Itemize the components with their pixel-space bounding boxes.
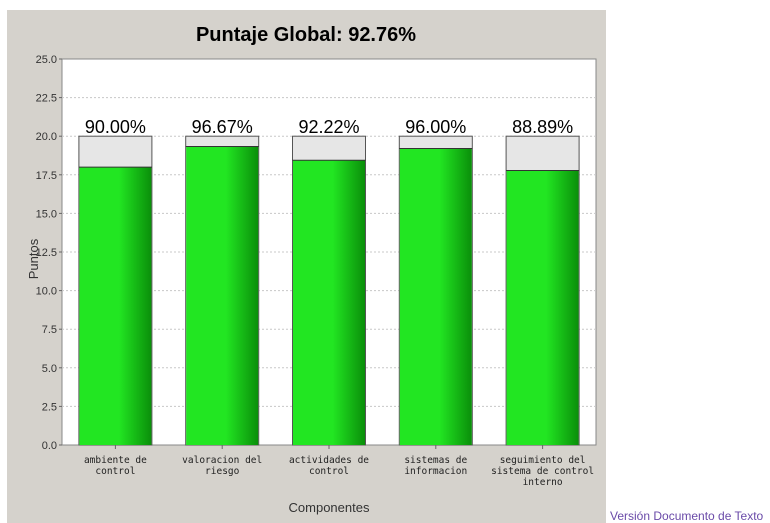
- y-tick-label: 15.0: [36, 208, 57, 220]
- x-tick-label: control: [95, 466, 135, 477]
- y-tick-label: 0.0: [42, 440, 57, 452]
- bar: [506, 170, 579, 445]
- bar: [399, 148, 472, 445]
- x-tick-label: sistema de control: [491, 466, 594, 477]
- x-tick-label: valoracion del: [182, 455, 262, 466]
- x-tick-label: informacion: [404, 466, 467, 477]
- bar: [186, 146, 259, 445]
- x-tick-label: control: [309, 466, 349, 477]
- y-tick-label: 7.5: [42, 324, 57, 336]
- y-tick-label: 22.5: [36, 93, 57, 105]
- y-tick-label: 20.0: [36, 131, 57, 143]
- y-axis-label: Puntos: [26, 238, 41, 279]
- x-tick-label: sistemas de: [404, 455, 467, 466]
- y-tick-label: 5.0: [42, 363, 57, 375]
- x-tick-label: riesgo: [205, 466, 240, 477]
- bars: 90.00% 96.67% 92.22% 96.00% 88.89%: [78, 117, 580, 446]
- x-tick-label: interno: [523, 477, 563, 488]
- percent-label: 92.22%: [298, 117, 359, 137]
- x-tick-label: actividades de: [289, 455, 369, 466]
- y-tick-label: 12.5: [36, 247, 57, 259]
- x-tick-label: seguimiento del: [500, 455, 586, 466]
- bar-chart: Puntaje Global: 92.76% 0.0 2.5 5.0 7.5 10.0 1…: [26, 24, 597, 515]
- x-axis-label: Componentes: [289, 500, 370, 515]
- percent-label: 96.00%: [405, 117, 466, 137]
- bar: [293, 160, 365, 445]
- y-tick-label: 2.5: [42, 401, 57, 413]
- chart-title: Puntaje Global: 92.76%: [196, 24, 416, 46]
- y-tick-label: 10.0: [36, 286, 57, 298]
- percent-label: 90.00%: [85, 117, 146, 137]
- x-tick-label: ambiente de: [84, 455, 147, 466]
- percent-label: 96.67%: [192, 117, 253, 137]
- y-tick-label: 17.5: [36, 170, 57, 182]
- bar: [79, 167, 152, 445]
- y-tick-label: 25.0: [36, 54, 57, 66]
- text-version-link[interactable]: Versión Documento de Texto: [610, 509, 764, 523]
- y-tick-labels: 0.0 2.5 5.0 7.5 10.0 12.5 15.0 17.5 20.0 22.5 25.0: [36, 54, 62, 452]
- chart-panel: Puntaje Global: 92.76% 0.0 2.5 5.0 7.5 10.0 1…: [7, 10, 606, 523]
- percent-label: 88.89%: [512, 117, 573, 137]
